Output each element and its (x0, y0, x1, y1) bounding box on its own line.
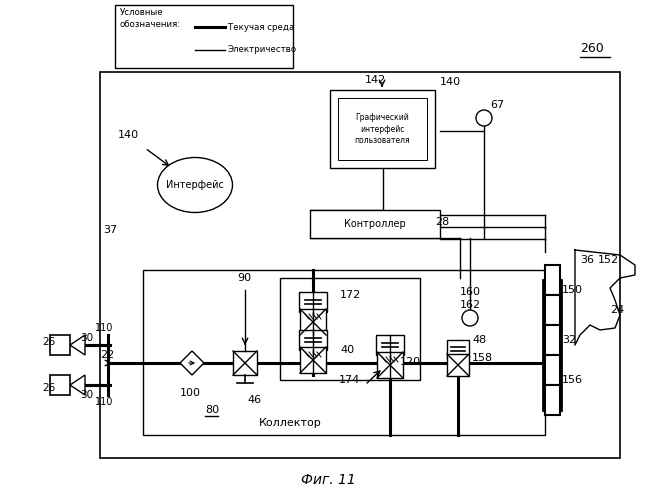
Circle shape (462, 310, 478, 326)
Text: 110: 110 (95, 323, 114, 333)
Text: 90: 90 (237, 273, 251, 283)
Text: 156: 156 (562, 375, 583, 385)
Bar (447, 340, 469, 358)
Text: 162: 162 (460, 300, 481, 310)
Bar (545, 265, 560, 295)
Text: 36: 36 (580, 255, 594, 265)
Text: Условные
обозначения:: Условные обозначения: (120, 8, 181, 29)
Text: 24: 24 (610, 305, 624, 315)
Bar (376, 335, 404, 355)
Bar (545, 385, 560, 415)
Polygon shape (70, 335, 85, 355)
Text: 37: 37 (103, 225, 117, 235)
Text: Контроллер: Контроллер (344, 219, 406, 229)
Text: 172: 172 (340, 290, 361, 300)
Bar (447, 354, 469, 376)
Bar (50, 335, 70, 355)
Text: 28: 28 (435, 217, 449, 227)
Text: 140: 140 (118, 130, 139, 140)
Text: 160: 160 (460, 287, 481, 297)
Bar (545, 325, 560, 355)
Bar (280, 278, 420, 380)
Text: 142: 142 (365, 75, 386, 85)
Text: 150: 150 (562, 285, 583, 295)
Bar (330, 90, 435, 168)
Text: 26: 26 (42, 383, 55, 393)
Ellipse shape (158, 158, 233, 212)
Bar (543, 280, 561, 410)
Bar (338, 98, 427, 160)
Text: 40: 40 (340, 345, 354, 355)
Polygon shape (70, 375, 85, 395)
Text: Интерфейс: Интерфейс (166, 180, 224, 190)
Text: 120: 120 (400, 357, 421, 367)
Bar (50, 375, 70, 395)
Bar (545, 295, 560, 325)
Bar (377, 352, 403, 378)
Bar (300, 347, 326, 373)
Text: 32: 32 (562, 335, 576, 345)
Bar (299, 330, 327, 350)
Text: 48: 48 (472, 335, 486, 345)
Text: 22: 22 (100, 350, 114, 360)
Bar (299, 292, 327, 312)
Text: 100: 100 (180, 388, 201, 398)
Text: 260: 260 (580, 42, 604, 55)
Circle shape (476, 110, 492, 126)
Text: 140: 140 (440, 77, 461, 87)
Bar (100, 72, 620, 458)
Bar (545, 355, 560, 385)
Polygon shape (180, 351, 204, 375)
Bar (310, 210, 440, 238)
Bar (143, 270, 545, 435)
Text: Фиг. 11: Фиг. 11 (301, 473, 355, 487)
Text: 46: 46 (247, 395, 261, 405)
Text: 30: 30 (80, 333, 93, 343)
Text: 67: 67 (490, 100, 504, 110)
Text: 30: 30 (80, 390, 93, 400)
Text: Электричество: Электричество (228, 46, 297, 54)
Text: 80: 80 (205, 405, 219, 415)
Text: 26: 26 (42, 337, 55, 347)
Text: 152: 152 (598, 255, 619, 265)
Text: 158: 158 (472, 353, 493, 363)
Bar (115, 5, 293, 68)
Text: Графический
интерфейс
пользователя: Графический интерфейс пользователя (355, 114, 411, 144)
Text: Текучая среда: Текучая среда (228, 22, 294, 32)
Text: 174: 174 (339, 375, 360, 385)
Bar (300, 309, 326, 335)
Bar (233, 351, 257, 375)
Text: Коллектор: Коллектор (259, 418, 321, 428)
Text: 110: 110 (95, 397, 114, 407)
